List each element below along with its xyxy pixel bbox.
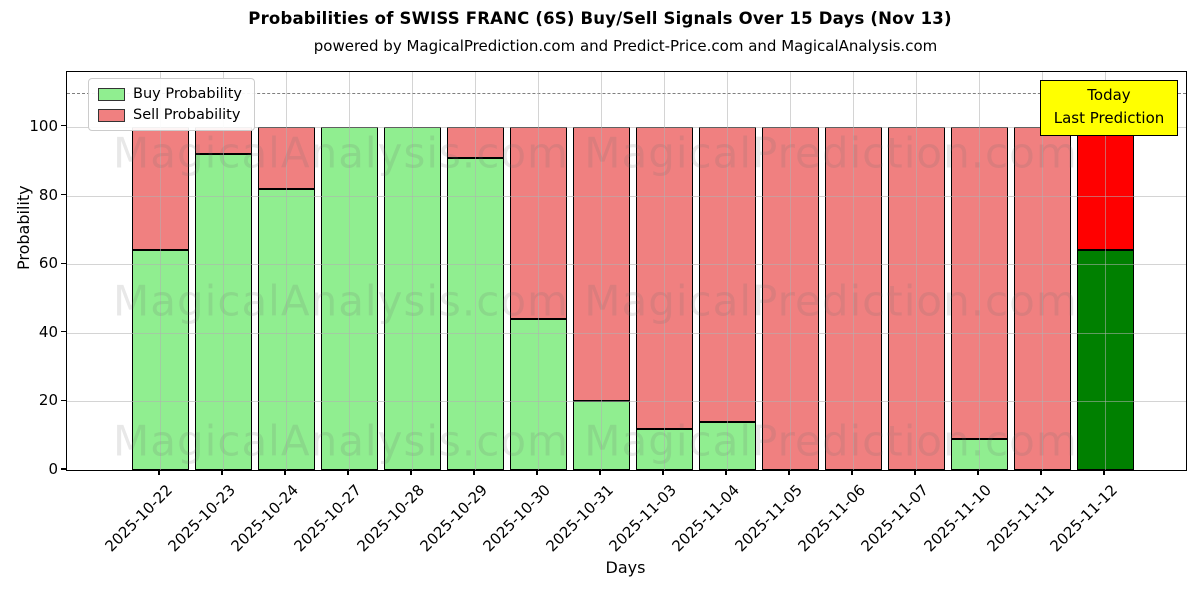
y-tick-0 bbox=[61, 468, 66, 470]
x-tick-label-2025-11-04: 2025-11-04 bbox=[668, 481, 743, 556]
x-gridline-2025-11-04 bbox=[727, 72, 728, 470]
x-tick-label-2025-11-03: 2025-11-03 bbox=[605, 481, 680, 556]
today-annotation-line1: Today bbox=[1087, 86, 1131, 104]
y-gridline-100 bbox=[67, 126, 1186, 128]
watermark-right-row3: MagicalPrediction.com bbox=[584, 416, 1078, 466]
chart-title: Probabilities of SWISS FRANC (6S) Buy/Se… bbox=[248, 9, 952, 28]
x-tick-label-2025-11-11: 2025-11-11 bbox=[983, 481, 1058, 556]
sell-swatch-icon bbox=[98, 108, 125, 122]
x-gridline-2025-10-30 bbox=[538, 72, 539, 470]
x-tick-label-2025-10-31: 2025-10-31 bbox=[542, 481, 617, 556]
x-tick-2025-10-23 bbox=[221, 470, 223, 475]
y-tick-label-40: 40 bbox=[38, 322, 58, 341]
legend-item-sell: Sell Probability bbox=[98, 107, 242, 123]
y-tick-label-20: 20 bbox=[38, 391, 58, 410]
y-gridline-40 bbox=[67, 332, 1186, 334]
x-tick-label-2025-10-28: 2025-10-28 bbox=[353, 481, 428, 556]
watermark-left-row1: MagicalAnalysis.com bbox=[113, 128, 569, 178]
watermark-left-row2: MagicalAnalysis.com bbox=[113, 276, 569, 326]
x-tick-2025-10-27 bbox=[347, 470, 349, 475]
x-gridline-2025-11-11 bbox=[1042, 72, 1043, 470]
x-tick-2025-10-24 bbox=[284, 470, 286, 475]
y-tick-100 bbox=[61, 125, 66, 127]
x-tick-2025-11-12 bbox=[1103, 470, 1105, 475]
dashed-limit-line bbox=[67, 92, 1186, 94]
x-gridline-2025-11-07 bbox=[916, 72, 917, 470]
x-tick-2025-11-11 bbox=[1040, 470, 1042, 475]
y-tick-label-60: 60 bbox=[38, 254, 58, 273]
y-tick-20 bbox=[61, 399, 66, 401]
today-annotation: Today Last Prediction bbox=[1040, 80, 1178, 136]
x-tick-2025-10-29 bbox=[473, 470, 475, 475]
x-tick-label-2025-10-22: 2025-10-22 bbox=[101, 481, 176, 556]
x-tick-label-2025-11-12: 2025-11-12 bbox=[1046, 481, 1121, 556]
x-tick-2025-11-10 bbox=[977, 470, 979, 475]
legend: Buy Probability Sell Probability bbox=[88, 78, 255, 131]
x-axis-label: Days bbox=[605, 558, 646, 577]
x-gridline-2025-10-23 bbox=[223, 72, 224, 470]
buy-swatch-icon bbox=[98, 87, 125, 101]
y-tick-label-80: 80 bbox=[38, 185, 58, 204]
x-gridline-2025-11-06 bbox=[853, 72, 854, 470]
x-tick-2025-10-31 bbox=[599, 470, 601, 475]
plot-area: Buy Probability Sell Probability Today L… bbox=[66, 71, 1187, 471]
x-tick-label-2025-10-23: 2025-10-23 bbox=[164, 481, 239, 556]
x-tick-2025-11-07 bbox=[914, 470, 916, 475]
y-gridline-20 bbox=[67, 401, 1186, 403]
x-tick-label-2025-11-10: 2025-11-10 bbox=[920, 481, 995, 556]
legend-item-buy: Buy Probability bbox=[98, 86, 242, 102]
x-gridline-2025-10-31 bbox=[601, 72, 602, 470]
x-gridline-2025-10-22 bbox=[160, 72, 161, 470]
x-gridline-2025-10-28 bbox=[412, 72, 413, 470]
x-gridline-2025-10-24 bbox=[286, 72, 287, 470]
x-tick-label-2025-10-27: 2025-10-27 bbox=[290, 481, 365, 556]
y-tick-label-100: 100 bbox=[29, 116, 58, 135]
today-annotation-line2: Last Prediction bbox=[1053, 109, 1165, 128]
watermark-left-row3: MagicalAnalysis.com bbox=[113, 416, 569, 466]
y-tick-80 bbox=[61, 193, 66, 196]
y-tick-label-0: 0 bbox=[48, 460, 58, 478]
x-tick-label-2025-11-05: 2025-11-05 bbox=[731, 481, 806, 556]
x-tick-2025-10-28 bbox=[410, 470, 412, 475]
x-tick-2025-10-30 bbox=[536, 470, 538, 475]
y-tick-40 bbox=[61, 331, 66, 333]
y-gridline-60 bbox=[67, 264, 1186, 266]
y-tick-60 bbox=[61, 262, 66, 264]
y-gridline-80 bbox=[67, 195, 1186, 197]
x-tick-2025-11-05 bbox=[788, 470, 790, 475]
watermark-right-row2: MagicalPrediction.com bbox=[584, 276, 1078, 326]
x-tick-2025-11-06 bbox=[851, 470, 853, 475]
x-tick-label-2025-10-24: 2025-10-24 bbox=[227, 481, 302, 556]
watermark-right-row1: MagicalPrediction.com bbox=[584, 128, 1078, 178]
x-tick-2025-11-03 bbox=[662, 470, 664, 475]
x-gridline-2025-11-12 bbox=[1105, 72, 1106, 470]
x-gridline-2025-11-05 bbox=[790, 72, 791, 470]
x-tick-2025-10-22 bbox=[158, 470, 160, 475]
x-tick-label-2025-10-30: 2025-10-30 bbox=[479, 481, 554, 556]
chart-subtitle: powered by MagicalPrediction.com and Pre… bbox=[313, 37, 938, 55]
legend-label-sell: Sell Probability bbox=[133, 107, 241, 123]
x-gridline-2025-11-10 bbox=[979, 72, 980, 470]
x-gridline-2025-11-03 bbox=[664, 72, 665, 470]
x-gridline-2025-10-27 bbox=[349, 72, 350, 470]
legend-label-buy: Buy Probability bbox=[133, 86, 242, 102]
x-tick-label-2025-11-06: 2025-11-06 bbox=[794, 481, 869, 556]
x-tick-label-2025-11-07: 2025-11-07 bbox=[857, 481, 932, 556]
x-gridline-2025-10-29 bbox=[475, 72, 476, 470]
x-tick-2025-11-04 bbox=[725, 470, 727, 475]
x-tick-label-2025-10-29: 2025-10-29 bbox=[416, 481, 491, 556]
